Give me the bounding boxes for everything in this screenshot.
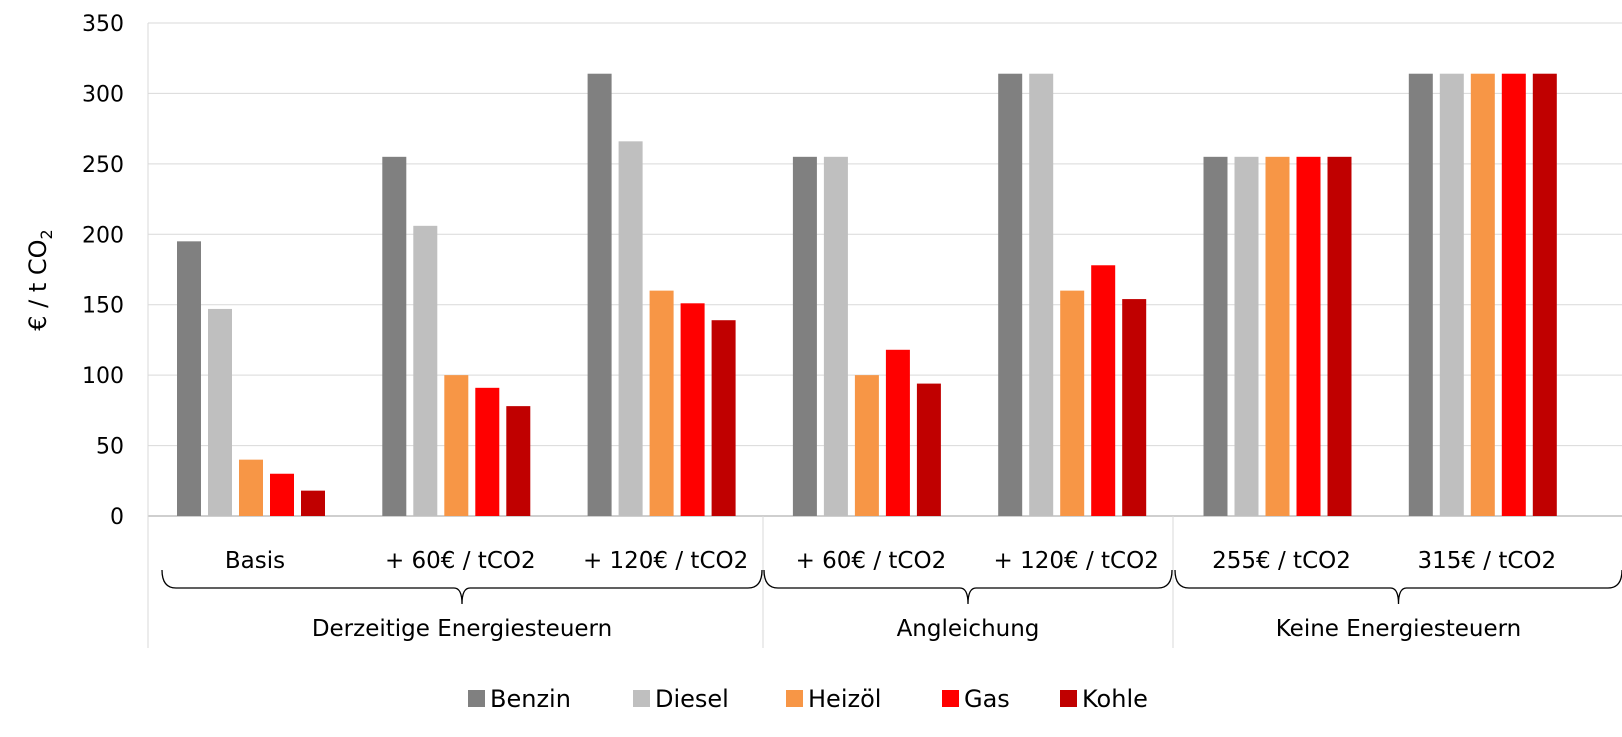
y-axis-label: € / t CO2 xyxy=(24,229,56,331)
legend-swatch xyxy=(1060,690,1077,707)
bar-gas xyxy=(270,473,294,516)
y-tick-label: 300 xyxy=(82,82,124,107)
legend-swatch xyxy=(468,690,485,707)
bar-kohle xyxy=(711,320,736,516)
y-tick-label: 200 xyxy=(82,223,124,248)
bar-diesel xyxy=(413,225,438,516)
group-label: Derzeitige Energiesteuern xyxy=(312,616,612,642)
bar-diesel xyxy=(1234,156,1259,517)
bar-kohle xyxy=(916,383,941,516)
category-label: + 120€ / tCO2 xyxy=(583,548,748,574)
bar-kohle xyxy=(301,490,325,516)
bar-heizöl xyxy=(649,290,674,516)
bar-heizöl xyxy=(444,375,469,516)
bar-benzin xyxy=(587,73,612,517)
legend-swatch xyxy=(633,690,650,707)
group-labels: Derzeitige Energiesteuern Angleichung Kein… xyxy=(161,516,1622,648)
y-tick-label: 250 xyxy=(82,153,124,178)
category-label: 255€ / tCO2 xyxy=(1212,548,1351,574)
bar-diesel xyxy=(823,156,848,517)
bar-diesel xyxy=(1439,73,1464,517)
bar-benzin xyxy=(177,241,201,517)
category-label: 315€ / tCO2 xyxy=(1417,548,1556,574)
bar-gas xyxy=(1296,156,1321,517)
category-label: + 60€ / tCO2 xyxy=(385,548,536,574)
group-brace xyxy=(1174,569,1622,605)
bar-heizöl xyxy=(854,375,879,516)
category-label: + 120€ / tCO2 xyxy=(994,548,1159,574)
bar-kohle xyxy=(1122,299,1147,516)
bar-kohle xyxy=(1327,156,1352,517)
bar-benzin xyxy=(1408,73,1433,517)
y-tick-label: 100 xyxy=(82,364,124,389)
bar-diesel xyxy=(208,308,232,516)
bar-gas xyxy=(680,303,705,516)
legend-swatch xyxy=(942,690,959,707)
bar-gas xyxy=(475,387,500,516)
bar-benzin xyxy=(1203,156,1228,517)
legend-label: Gas xyxy=(964,685,1010,713)
bar-gas xyxy=(1091,265,1116,516)
bar-diesel xyxy=(1029,73,1054,517)
bar-benzin xyxy=(382,156,407,517)
group-label: Angleichung xyxy=(897,616,1040,642)
y-axis-label-subscript: 2 xyxy=(37,229,56,239)
legend-label: Diesel xyxy=(655,685,729,713)
legend-label: Benzin xyxy=(490,685,571,713)
group-label: Keine Energiesteuern xyxy=(1276,616,1521,642)
bar-kohle xyxy=(1532,73,1557,517)
bar-heizöl xyxy=(239,459,263,516)
bar-heizöl xyxy=(1470,73,1495,517)
bar-gas xyxy=(1501,73,1526,517)
bar-heizöl xyxy=(1060,290,1085,516)
bars xyxy=(177,73,1557,517)
legend-label: Heizöl xyxy=(808,685,881,713)
y-tick-label: 150 xyxy=(82,294,124,319)
category-label: Basis xyxy=(225,548,285,574)
group-brace xyxy=(161,569,763,605)
bar-benzin xyxy=(998,73,1023,517)
bar-diesel xyxy=(618,141,643,516)
y-tick-label: 0 xyxy=(110,505,124,530)
y-tick-label: 350 xyxy=(82,12,124,37)
y-axis-ticks: 0 50 100 150 200 250 300 350 xyxy=(82,12,124,530)
legend-swatch xyxy=(786,690,803,707)
bar-kohle xyxy=(506,406,531,516)
category-label: + 60€ / tCO2 xyxy=(796,548,947,574)
legend-label: Kohle xyxy=(1082,685,1148,713)
y-tick-label: 50 xyxy=(96,435,124,460)
group-brace xyxy=(763,569,1173,605)
bar-benzin xyxy=(792,156,817,517)
legend: Benzin Diesel Heizöl Gas Kohle xyxy=(468,685,1148,713)
bar-heizöl xyxy=(1265,156,1290,517)
bar-gas xyxy=(885,349,910,516)
category-labels: Basis + 60€ / tCO2 + 120€ / tCO2 + 60€ / tC… xyxy=(225,548,1556,574)
